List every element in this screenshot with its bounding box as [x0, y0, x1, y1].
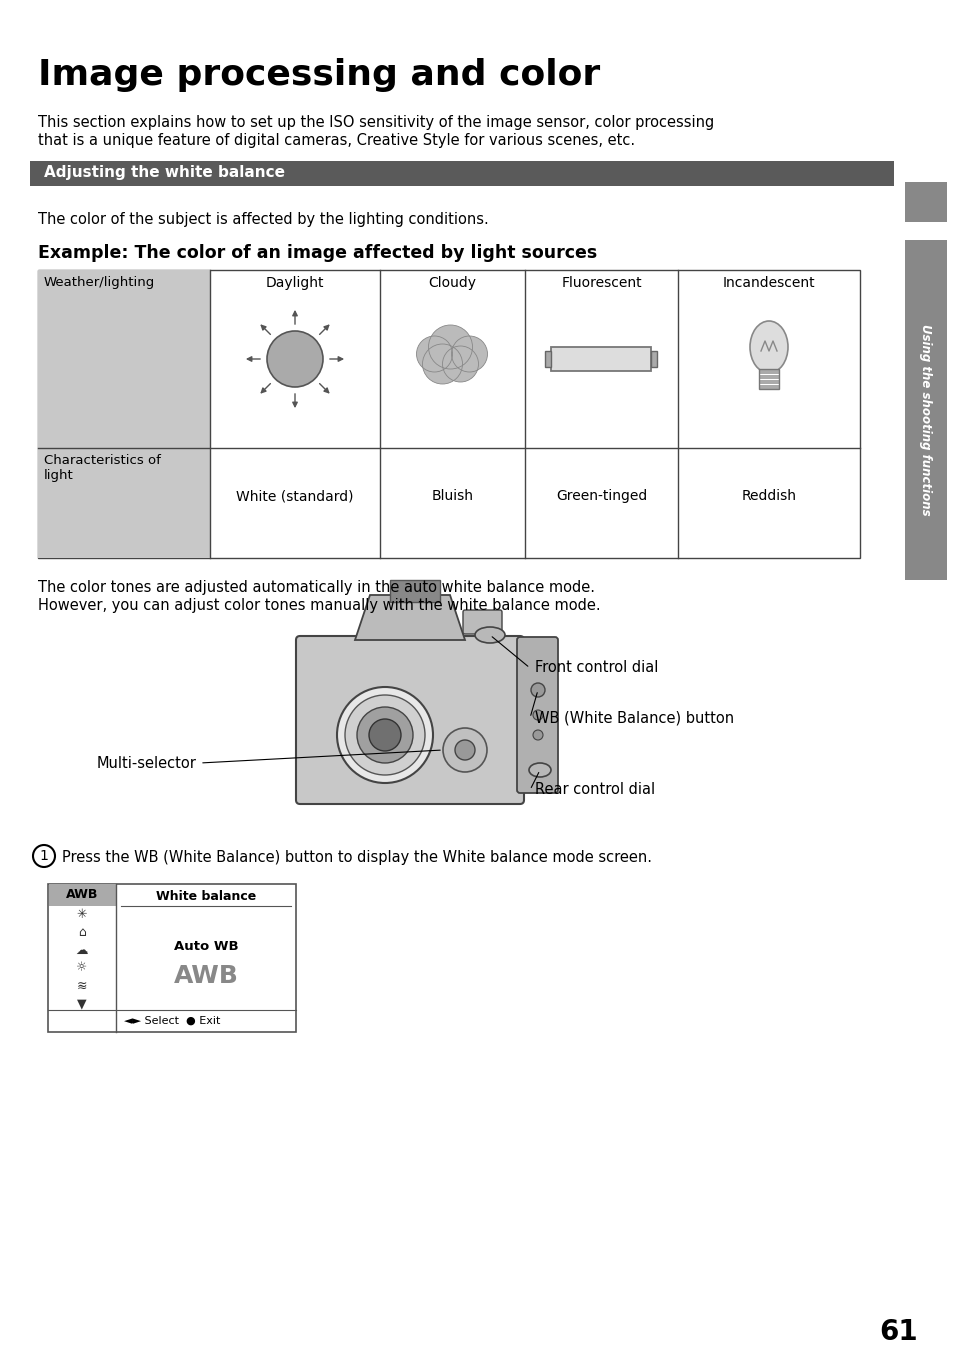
Circle shape: [455, 740, 475, 760]
Bar: [48, 883, 295, 1033]
Polygon shape: [355, 594, 464, 641]
Text: White balance: White balance: [155, 889, 255, 902]
Text: 61: 61: [879, 1318, 918, 1346]
Text: The color of the subject is affected by the lighting conditions.: The color of the subject is affected by …: [38, 212, 488, 227]
Circle shape: [533, 730, 542, 740]
Bar: [759, 385, 779, 389]
Circle shape: [267, 331, 323, 387]
FancyBboxPatch shape: [517, 636, 558, 792]
Text: Using the shooting functions: Using the shooting functions: [919, 324, 931, 516]
Circle shape: [533, 710, 542, 721]
Text: White (standard): White (standard): [236, 489, 354, 503]
Text: Weather/lighting: Weather/lighting: [44, 275, 155, 289]
Text: Auto WB: Auto WB: [173, 939, 238, 953]
Text: Rear control dial: Rear control dial: [535, 783, 655, 798]
Text: Incandescent: Incandescent: [722, 275, 815, 290]
Circle shape: [531, 683, 544, 697]
Circle shape: [428, 324, 472, 369]
Text: Front control dial: Front control dial: [535, 661, 658, 676]
Text: Green-tinged: Green-tinged: [556, 489, 646, 503]
Text: This section explains how to set up the ISO sensitivity of the image sensor, col: This section explains how to set up the …: [38, 115, 714, 130]
Text: ☼: ☼: [76, 962, 88, 974]
Circle shape: [451, 337, 487, 372]
Text: Image processing and color: Image processing and color: [38, 58, 599, 92]
Text: However, you can adjust color tones manually with the white balance mode.: However, you can adjust color tones manu…: [38, 598, 600, 613]
Circle shape: [442, 727, 486, 772]
Ellipse shape: [475, 627, 504, 643]
Circle shape: [442, 346, 478, 383]
Circle shape: [416, 337, 452, 372]
Text: Reddish: Reddish: [740, 489, 796, 503]
Text: Example: The color of an image affected by light sources: Example: The color of an image affected …: [38, 244, 597, 262]
Text: AWB: AWB: [66, 889, 98, 901]
Text: ▼: ▼: [77, 997, 87, 1011]
Bar: [759, 375, 779, 379]
Bar: [759, 370, 779, 375]
Bar: [759, 380, 779, 384]
Bar: [651, 351, 657, 366]
Bar: [38, 270, 210, 558]
Text: that is a unique feature of digital cameras, Creative Style for various scenes, : that is a unique feature of digital came…: [38, 133, 635, 148]
Text: Daylight: Daylight: [266, 275, 324, 290]
Bar: [545, 351, 551, 366]
Text: Cloudy: Cloudy: [428, 275, 476, 290]
Bar: [904, 240, 946, 579]
Text: Press the WB (White Balance) button to display the White balance mode screen.: Press the WB (White Balance) button to d…: [62, 849, 651, 864]
Circle shape: [422, 345, 462, 384]
Text: WB (White Balance) button: WB (White Balance) button: [535, 711, 734, 726]
Bar: [904, 182, 946, 223]
Text: Bluish: Bluish: [431, 489, 473, 503]
Circle shape: [336, 687, 433, 783]
Text: Multi-selector: Multi-selector: [97, 756, 196, 771]
Text: 1: 1: [39, 849, 49, 863]
Bar: [551, 347, 651, 370]
FancyBboxPatch shape: [462, 611, 501, 634]
Text: ≋: ≋: [76, 980, 87, 992]
Bar: [49, 883, 116, 906]
Text: ☁: ☁: [75, 943, 89, 957]
Text: ◄► Select  ● Exit: ◄► Select ● Exit: [124, 1016, 220, 1026]
Text: AWB: AWB: [173, 963, 238, 988]
Bar: [759, 369, 779, 389]
Circle shape: [369, 719, 400, 750]
Circle shape: [356, 707, 413, 763]
Text: Fluorescent: Fluorescent: [560, 275, 641, 290]
FancyBboxPatch shape: [295, 636, 523, 803]
Text: The color tones are adjusted automatically in the auto white balance mode.: The color tones are adjusted automatical…: [38, 579, 595, 594]
Circle shape: [345, 695, 424, 775]
Bar: [390, 579, 439, 603]
Text: ⌂: ⌂: [78, 925, 86, 939]
Ellipse shape: [529, 763, 551, 778]
Text: Characteristics of
light: Characteristics of light: [44, 455, 161, 482]
Text: Adjusting the white balance: Adjusting the white balance: [44, 166, 285, 180]
Bar: [30, 161, 893, 186]
Bar: [38, 270, 859, 558]
Text: ✳: ✳: [76, 908, 87, 920]
Ellipse shape: [749, 322, 787, 373]
